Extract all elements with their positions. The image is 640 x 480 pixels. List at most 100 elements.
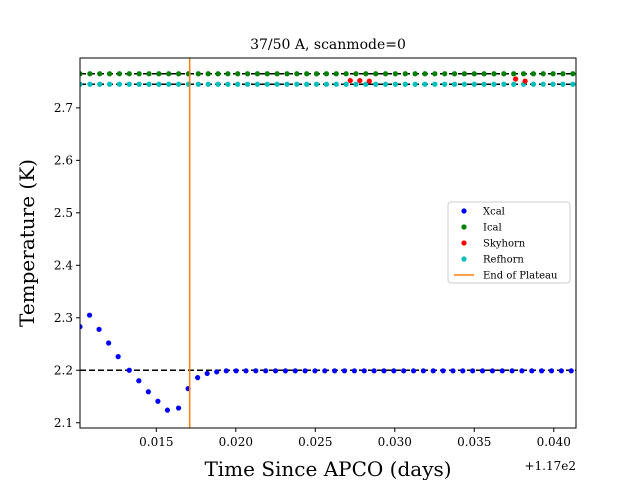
- data-point: [195, 375, 201, 381]
- legend-swatch: [461, 240, 467, 246]
- data-point: [312, 368, 318, 374]
- data-point: [470, 368, 476, 374]
- data-point: [294, 71, 300, 77]
- data-point: [481, 81, 487, 87]
- data-point: [451, 71, 458, 77]
- data-point: [235, 71, 241, 77]
- data-point: [412, 71, 418, 77]
- data-point: [499, 368, 505, 374]
- data-point: [343, 81, 349, 87]
- data-point: [461, 71, 467, 77]
- data-point: [264, 81, 270, 87]
- data-point: [243, 368, 249, 374]
- data-point: [371, 368, 377, 374]
- data-point: [432, 71, 438, 77]
- x-axis: 0.015 0.020 0.025 0.030 0.035 0.040: [139, 428, 571, 449]
- data-point: [461, 81, 467, 87]
- data-point: [366, 78, 372, 84]
- legend-label: Xcal: [483, 207, 505, 218]
- data-point: [106, 71, 113, 77]
- legend-label: Refhorn: [483, 255, 524, 266]
- data-point: [304, 81, 310, 87]
- y-tick-label: 2.7: [54, 101, 73, 115]
- data-point: [292, 368, 298, 374]
- data-point: [529, 368, 535, 374]
- data-point: [481, 71, 487, 77]
- legend-swatch: [461, 224, 467, 230]
- data-point: [333, 81, 339, 87]
- data-point: [106, 340, 112, 346]
- data-point: [548, 368, 555, 374]
- data-point: [353, 71, 359, 77]
- x-tick-label: 0.020: [219, 435, 253, 449]
- data-point: [87, 81, 93, 87]
- data-point: [86, 312, 93, 318]
- plot-frame: [79, 57, 577, 429]
- data-point: [233, 368, 239, 374]
- data-point: [520, 71, 527, 77]
- data-point: [471, 71, 477, 77]
- data-point: [323, 71, 330, 77]
- data-point: [302, 368, 308, 374]
- data-point: [274, 71, 280, 77]
- data-point: [175, 81, 182, 87]
- data-point: [460, 368, 466, 374]
- data-point: [509, 368, 515, 374]
- data-point: [96, 326, 102, 332]
- y-tick-label: 2.2: [54, 363, 73, 377]
- data-point: [440, 368, 446, 374]
- data-point: [512, 76, 519, 82]
- data-point: [304, 71, 310, 77]
- data-point: [568, 368, 574, 374]
- data-point: [550, 71, 556, 77]
- y-axis: 2.1 2.2 2.3 2.4 2.5 2.6 2.7: [54, 101, 80, 430]
- data-point: [570, 81, 576, 87]
- data-point: [332, 368, 338, 374]
- data-point: [136, 81, 142, 87]
- legend: Xcal Ical Skyhorn Refhorn End of Plateau: [447, 201, 571, 284]
- legend-entry: Xcal: [461, 207, 505, 218]
- data-point: [80, 324, 83, 330]
- data-point: [382, 71, 389, 77]
- data-point: [420, 368, 426, 374]
- data-point: [254, 81, 261, 87]
- data-point: [373, 71, 379, 77]
- data-point: [479, 368, 486, 374]
- legend-entry: Refhorn: [461, 255, 524, 266]
- data-point: [115, 354, 121, 360]
- data-point: [313, 71, 320, 77]
- data-point: [235, 81, 241, 87]
- data-point: [126, 71, 132, 77]
- data-point: [313, 81, 320, 87]
- data-point: [511, 81, 517, 87]
- data-point: [284, 81, 290, 87]
- data-point: [145, 389, 151, 395]
- data-point: [116, 81, 123, 87]
- data-point: [501, 81, 507, 87]
- data-point: [382, 81, 389, 87]
- data-point: [442, 81, 448, 87]
- y-tick-label: 2.3: [54, 311, 73, 325]
- data-point: [116, 71, 123, 77]
- y-tick-label: 2.5: [54, 206, 73, 220]
- data-point: [402, 71, 408, 77]
- plot-marks: [80, 58, 576, 428]
- y-tick-label: 2.6: [54, 153, 73, 167]
- data-point: [381, 368, 387, 374]
- y-tick-label: 2.1: [54, 416, 73, 430]
- data-point: [343, 71, 349, 77]
- data-point: [491, 81, 497, 87]
- data-point: [430, 368, 436, 374]
- data-point: [540, 81, 546, 87]
- data-point: [442, 71, 448, 77]
- x-axis-label: Time Since APCO (days): [204, 457, 451, 480]
- data-point: [432, 81, 438, 87]
- data-point: [347, 77, 353, 84]
- data-point: [392, 81, 399, 87]
- data-point: [80, 71, 83, 77]
- data-point: [333, 71, 339, 77]
- series-ical: [80, 71, 576, 77]
- series-skyhorn: [347, 76, 528, 84]
- data-point: [223, 368, 229, 374]
